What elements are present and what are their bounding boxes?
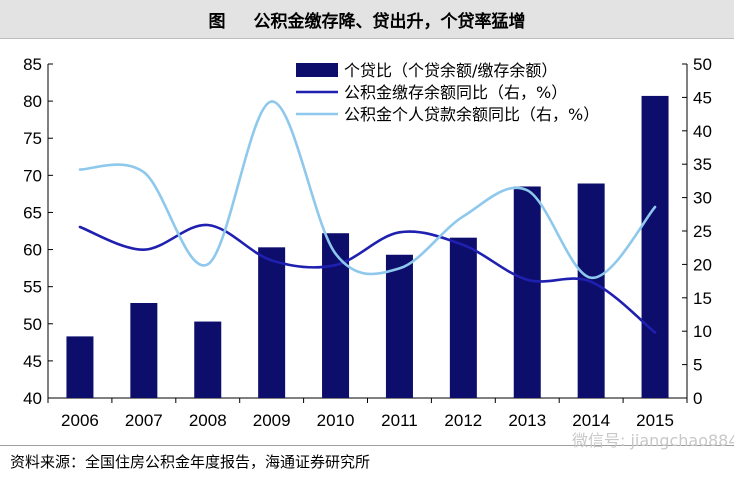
right-tick-label: 10 <box>693 322 712 341</box>
right-tick-label: 25 <box>693 222 712 241</box>
source-divider <box>0 445 734 446</box>
figure-label: 图 <box>208 11 226 32</box>
right-tick-label: 20 <box>693 255 712 274</box>
left-tick-label: 65 <box>23 203 42 222</box>
bar-2012 <box>449 237 477 398</box>
wechat-watermark: 微信号: jiangchao8848 <box>572 431 734 450</box>
left-tick-label: 45 <box>23 352 42 371</box>
x-tick-label: 2007 <box>125 411 163 430</box>
bar-2015 <box>641 95 669 398</box>
x-tick-label: 2009 <box>253 411 291 430</box>
legend-label-1: 公积金缴存余额同比（右，%） <box>344 83 567 102</box>
bars-layer <box>66 95 669 398</box>
right-tick-label: 50 <box>693 55 712 74</box>
right-tick-label: 35 <box>693 155 712 174</box>
left-tick-label: 70 <box>23 166 42 185</box>
chart-title-bar: 图 公积金缴存降、贷出升，个贷率猛增 <box>0 0 734 39</box>
left-tick-label: 85 <box>23 55 42 74</box>
left-tick-label: 40 <box>23 389 42 408</box>
bar-2007 <box>130 302 158 398</box>
left-tick-label: 75 <box>23 129 42 148</box>
left-tick-label: 50 <box>23 315 42 334</box>
x-tick-label: 2011 <box>381 411 418 430</box>
bar-2013 <box>513 186 541 398</box>
left-tick-label: 55 <box>23 278 42 297</box>
right-tick-label: 30 <box>693 189 712 208</box>
left-tick-label: 80 <box>23 92 42 111</box>
left-tick-label: 60 <box>23 241 42 260</box>
x-tick-label: 2008 <box>189 411 227 430</box>
chart-legend: 个贷比（个贷余额/缴存余额） 公积金缴存余额同比（右，%） 公积金个人贷款余额同比（… <box>296 61 599 124</box>
right-tick-label: 40 <box>693 122 712 141</box>
x-tick-label: 2014 <box>572 411 610 430</box>
bar-2008 <box>194 321 222 398</box>
axes-layer: 40 45 50 55 60 65 70 75 80 85 0 5 10 15 20 25 30 35 40 45 50… <box>23 55 712 430</box>
series-line-1 <box>78 223 657 334</box>
x-tick-label: 2013 <box>508 411 546 430</box>
bar-2010 <box>322 233 350 398</box>
bar-2009 <box>258 247 286 398</box>
combo-chart: 40 45 50 55 60 65 70 75 80 85 0 5 10 15 20 25 30 35 40 45 50… <box>23 55 712 430</box>
x-tick-label: 2006 <box>61 411 99 430</box>
right-tick-label: 5 <box>693 356 702 375</box>
series-line-2 <box>78 100 657 280</box>
bar-2014 <box>577 183 605 398</box>
x-tick-label: 2012 <box>444 411 482 430</box>
x-tick-label: 2010 <box>317 411 355 430</box>
lines-layer <box>78 100 657 334</box>
bar-2006 <box>66 336 94 398</box>
right-tick-label: 45 <box>693 88 712 107</box>
right-tick-label: 15 <box>693 289 712 308</box>
legend-label-0: 个贷比（个贷余额/缴存余额） <box>344 61 557 80</box>
legend-label-2: 公积金个人贷款余额同比（右，%） <box>344 105 599 124</box>
right-tick-label: 0 <box>693 389 702 408</box>
source-note: 资料来源：全国住房公积金年度报告，海通证券研究所 <box>10 453 371 471</box>
x-tick-label: 2015 <box>636 411 674 430</box>
legend-swatch-bars <box>296 63 338 77</box>
chart-title: 公积金缴存降、贷出升，个贷率猛增 <box>253 11 526 32</box>
bar-2011 <box>385 254 413 398</box>
